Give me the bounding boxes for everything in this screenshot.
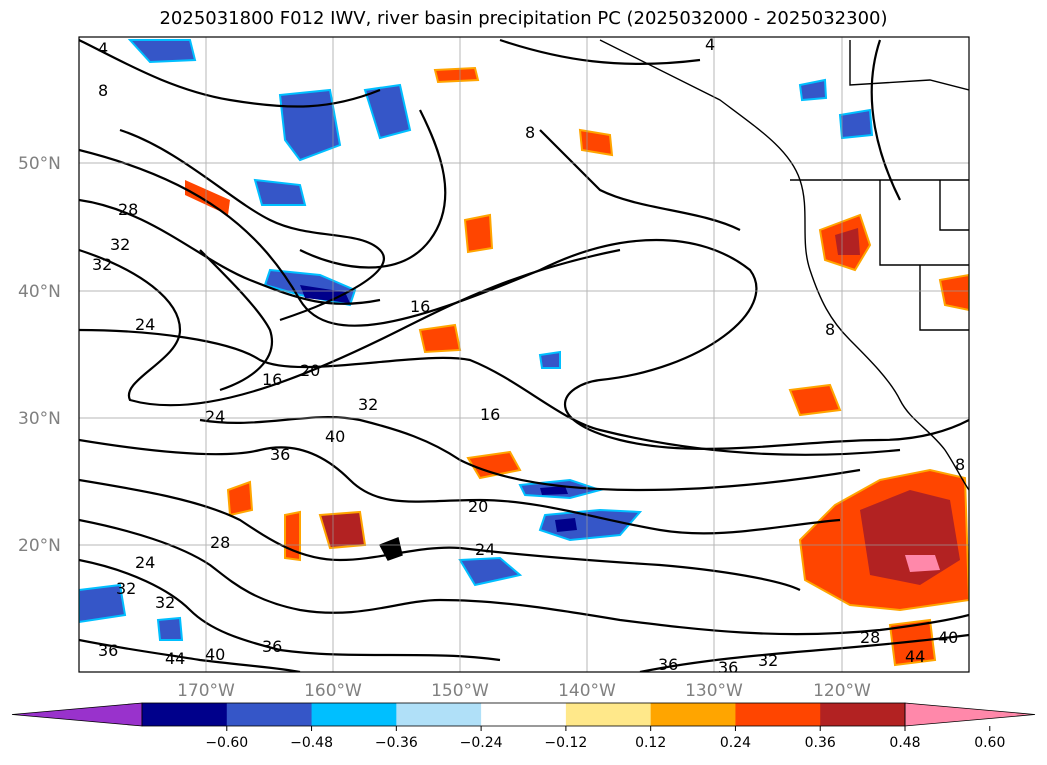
map-frame: [78, 36, 970, 673]
colorbar-tick-label: 0.36: [805, 735, 836, 751]
svg-text:30°N: 30°N: [18, 409, 61, 429]
svg-text:44: 44: [165, 649, 185, 668]
svg-text:40: 40: [205, 645, 225, 664]
svg-text:120°W: 120°W: [813, 681, 871, 701]
svg-text:24: 24: [205, 407, 225, 426]
coastlines: [379, 39, 969, 561]
colorbar-segment: [226, 703, 313, 726]
colorbar-extend-max: [904, 702, 1036, 727]
svg-text:40: 40: [325, 427, 345, 446]
colorbar-segment: [565, 703, 652, 726]
svg-text:36: 36: [262, 637, 282, 656]
svg-text:8: 8: [525, 123, 535, 142]
svg-text:36: 36: [718, 658, 738, 677]
svg-text:36: 36: [270, 445, 290, 464]
svg-text:24: 24: [475, 540, 495, 559]
svg-text:32: 32: [758, 651, 778, 670]
colorbar-tick-label: 0.60: [974, 735, 1005, 751]
svg-text:150°W: 150°W: [431, 681, 489, 701]
svg-text:50°N: 50°N: [18, 154, 61, 174]
svg-text:140°W: 140°W: [558, 681, 616, 701]
svg-text:32: 32: [110, 235, 130, 254]
colorbar-segment: [650, 703, 736, 726]
colorbar-tick-label: 0.24: [720, 735, 751, 751]
svg-text:20°N: 20°N: [18, 536, 61, 556]
map-title: 2025031800 F012 IWV, river basin precipi…: [159, 8, 888, 29]
colorbar-segment: [481, 703, 567, 726]
contour-labels: 4 8 8 4 28 32 32 24 16 16 20 24 32 16 40…: [92, 35, 965, 677]
svg-text:16: 16: [262, 370, 282, 389]
svg-text:28: 28: [118, 200, 138, 219]
colorbar-extend-min: [11, 702, 143, 727]
svg-text:20: 20: [468, 497, 488, 516]
svg-text:8: 8: [955, 455, 965, 474]
colorbar-tick-label: 0.12: [635, 735, 666, 751]
svg-text:44: 44: [905, 647, 925, 666]
colorbar-segment: [142, 703, 228, 726]
svg-text:24: 24: [135, 315, 155, 334]
svg-text:32: 32: [116, 579, 136, 598]
map-panel: 4 8 8 4 28 32 32 24 16 16 20 24 32 16 40…: [79, 35, 969, 677]
svg-text:40°N: 40°N: [18, 282, 61, 302]
svg-text:4: 4: [705, 35, 715, 54]
colorbar-tick-label: −0.12: [544, 735, 587, 751]
svg-text:40: 40: [938, 628, 958, 647]
colorbar-tick-label: −0.48: [290, 735, 333, 751]
svg-text:24: 24: [135, 553, 155, 572]
iwv-contours: [79, 38, 969, 672]
svg-text:28: 28: [860, 628, 880, 647]
colorbar-segment: [311, 703, 397, 726]
svg-text:32: 32: [358, 395, 378, 414]
colorbar-segment: [820, 703, 906, 726]
longitude-labels: 170°W 160°W 150°W 140°W 130°W 120°W: [177, 681, 871, 701]
svg-text:8: 8: [825, 320, 835, 339]
svg-text:8: 8: [98, 81, 108, 100]
colorbar-tick-label: −0.24: [460, 735, 503, 751]
latitude-labels: 50°N 40°N 30°N 20°N: [18, 154, 61, 556]
svg-text:170°W: 170°W: [177, 681, 235, 701]
svg-text:32: 32: [92, 255, 112, 274]
colorbar-tick-label: −0.36: [375, 735, 418, 751]
svg-text:4: 4: [98, 39, 108, 58]
svg-text:16: 16: [480, 405, 500, 424]
colorbar-tick-label: 0.48: [889, 735, 920, 751]
svg-text:36: 36: [658, 655, 678, 674]
colorbar-segment: [735, 703, 821, 726]
colorbar: −0.60 −0.48 −0.36 −0.24 −0.12 0.12 0.24 0.36 0.4…: [11, 702, 1036, 751]
svg-text:20: 20: [300, 361, 320, 380]
svg-text:32: 32: [155, 593, 175, 612]
gridlines: [79, 37, 969, 672]
colorbar-segment: [396, 703, 482, 726]
svg-text:36: 36: [98, 641, 118, 660]
svg-text:130°W: 130°W: [685, 681, 743, 701]
svg-text:160°W: 160°W: [304, 681, 362, 701]
svg-text:28: 28: [210, 533, 230, 552]
svg-text:16: 16: [410, 297, 430, 316]
colorbar-tick-label: −0.60: [205, 735, 248, 751]
